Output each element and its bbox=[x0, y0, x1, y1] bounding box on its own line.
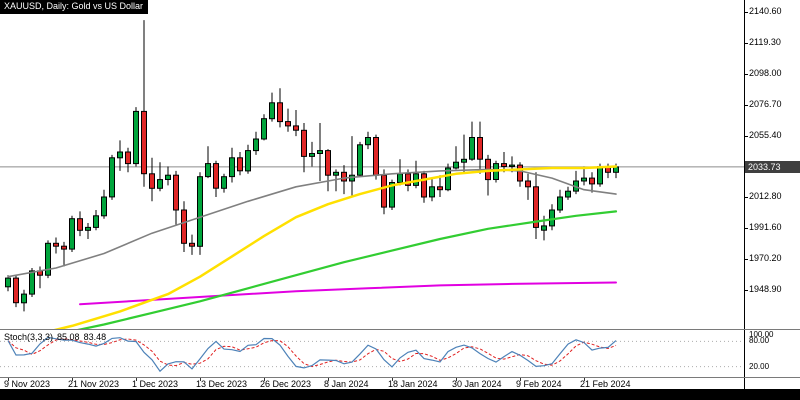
time-axis-tick bbox=[520, 378, 521, 381]
price-axis-label: 1948.90 bbox=[749, 283, 782, 294]
price-axis-tick bbox=[745, 42, 748, 44]
pane-divider bbox=[0, 377, 800, 378]
price-axis-label: 2076.70 bbox=[749, 98, 782, 109]
bottom-black-bar bbox=[0, 389, 800, 400]
price-axis-tick bbox=[745, 104, 748, 106]
price-axis-tick bbox=[745, 258, 748, 260]
time-axis-tick bbox=[584, 378, 585, 381]
stoch-axis-label: 80.00 bbox=[749, 336, 770, 346]
stochastic-chart[interactable] bbox=[0, 330, 744, 377]
time-axis[interactable]: 9 Nov 2023 21 Nov 2023 1 Dec 2023 13 Dec 20… bbox=[0, 378, 744, 389]
price-axis-tick bbox=[745, 197, 748, 199]
price-axis-label: 2140.60 bbox=[749, 6, 782, 17]
price-axis-label: 2119.30 bbox=[749, 36, 781, 47]
time-axis-label: 21 Feb 2024 bbox=[580, 379, 631, 389]
time-axis-tick bbox=[328, 378, 329, 381]
time-axis-label: 18 Jan 2024 bbox=[388, 379, 438, 389]
time-axis-label: 9 Feb 2024 bbox=[516, 379, 562, 389]
ma-yellow-line bbox=[49, 165, 618, 330]
ma-magenta-line bbox=[79, 281, 617, 306]
time-axis-label: 26 Dec 2023 bbox=[260, 379, 312, 389]
chart-title: XAUUSD, Daily: Gold vs US Dollar bbox=[0, 0, 149, 14]
time-axis-label: 9 Nov 2023 bbox=[4, 379, 51, 389]
ma-gray-line bbox=[7, 168, 617, 278]
time-axis-tick bbox=[456, 378, 457, 381]
price-axis-tick bbox=[745, 135, 748, 137]
time-axis-label: 1 Dec 2023 bbox=[132, 379, 179, 389]
price-axis-label: 2055.40 bbox=[749, 129, 782, 140]
price-axis-label: 1970.20 bbox=[749, 252, 782, 263]
stoch-axis-label: 20.00 bbox=[749, 361, 770, 371]
time-axis-label: 21 Nov 2023 bbox=[68, 379, 120, 389]
stochastic-name: Stoch(3,3,3) bbox=[4, 332, 54, 342]
time-axis-tick bbox=[264, 378, 265, 381]
price-axis-label: 1991.60 bbox=[749, 221, 782, 232]
time-axis-tick bbox=[72, 378, 73, 381]
price-axis[interactable]: 2140.60 2119.30 2098.00 2076.70 2055.40 2012.… bbox=[744, 0, 800, 389]
time-axis-tick bbox=[136, 378, 137, 381]
price-axis-label: 2012.80 bbox=[749, 191, 782, 202]
pane-splitter[interactable] bbox=[0, 329, 800, 330]
stoch-main-line bbox=[7, 336, 617, 373]
price-axis-label: 2098.00 bbox=[749, 67, 782, 78]
stochastic-k-value: 85.08 bbox=[57, 332, 80, 342]
time-axis-label: 30 Jan 2024 bbox=[452, 379, 502, 389]
time-axis-tick bbox=[392, 378, 393, 381]
current-price-badge: 2033.73 bbox=[745, 160, 800, 173]
stoch-signal-line bbox=[7, 338, 617, 368]
price-axis-tick bbox=[745, 12, 748, 14]
stochastic-label: Stoch(3,3,3) 85.08 83.48 bbox=[4, 332, 110, 342]
time-axis-label: 13 Dec 2023 bbox=[196, 379, 248, 389]
price-axis-tick bbox=[745, 227, 748, 229]
time-axis-label: 8 Jan 2024 bbox=[324, 379, 369, 389]
ma-green-line bbox=[72, 210, 618, 330]
price-axis-tick bbox=[745, 289, 748, 291]
time-axis-tick bbox=[8, 378, 9, 381]
stoch-axis-label: 100.00 bbox=[749, 329, 774, 339]
candlestick-chart[interactable] bbox=[0, 0, 744, 330]
time-axis-tick bbox=[200, 378, 201, 381]
price-axis-tick bbox=[745, 73, 748, 75]
candles-group bbox=[5, 20, 619, 312]
stochastic-d-value: 83.48 bbox=[83, 332, 107, 342]
